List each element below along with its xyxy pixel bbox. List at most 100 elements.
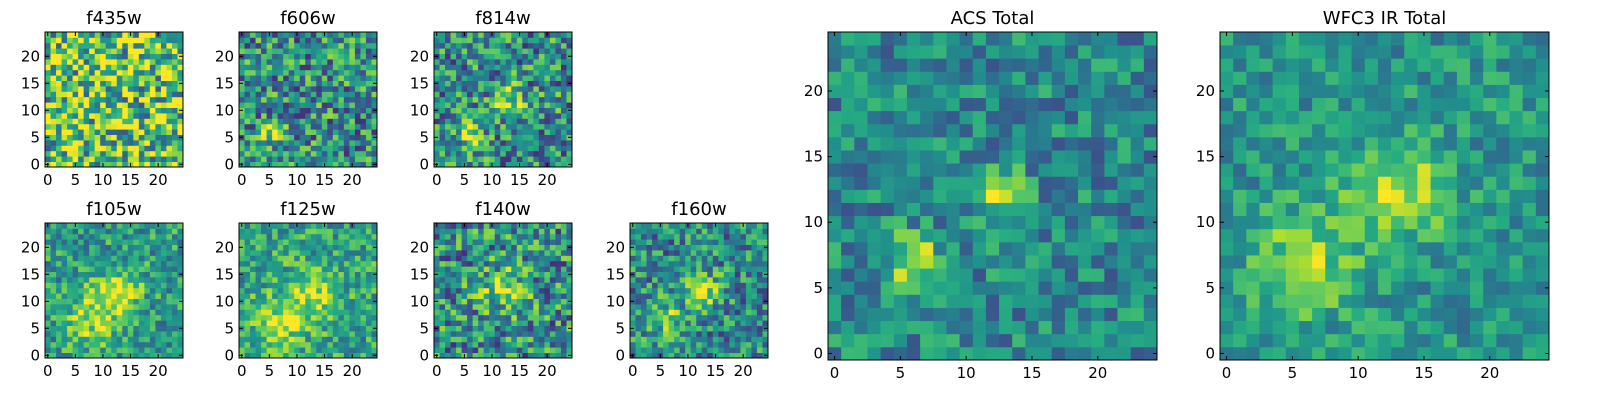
heatmap-cell [533,320,540,326]
heatmap-cell [354,145,361,152]
heatmap-cell [549,37,556,44]
heatmap-cell [734,320,741,326]
heatmap-cell [155,102,162,108]
heatmap-cell [566,293,573,299]
heatmap-cell [316,282,323,289]
heatmap-cell [434,309,440,316]
heatmap-cell [171,309,178,316]
heatmap-cell [321,293,328,299]
heatmap-cell [740,255,747,262]
heatmap-cell [138,102,145,108]
heatmap-cell [56,298,62,305]
heatmap-cell [445,347,451,353]
heatmap-cell [343,266,350,272]
heatmap-cell [67,331,73,337]
heatmap-cell [155,53,162,60]
heatmap-cell [105,69,112,76]
heatmap-cell [712,293,719,299]
heatmap-cell [538,75,545,81]
heatmap-cell [239,156,245,162]
heatmap-cell [533,250,540,256]
heatmap-cell [244,64,251,71]
heatmap-cell [177,239,184,245]
heatmap-cell [277,304,284,310]
heatmap-cell [321,287,328,294]
heatmap-cell [56,260,62,267]
heatmap-cell [332,129,339,135]
heatmap-cell [78,69,85,76]
heatmap-cell [527,239,534,245]
heatmap-cell [144,233,151,240]
heatmap-cell [122,107,129,114]
heatmap-cell [45,277,51,283]
heatmap-cell [522,113,529,119]
heatmap-cell [122,134,129,141]
heatmap-cell [83,91,90,98]
heatmap-cell [641,352,647,359]
heatmap-cell [144,37,151,44]
heatmap-cell [505,118,512,125]
heatmap-cell [294,314,301,321]
heatmap-cell [155,287,162,294]
heatmap-cell [272,341,279,348]
heatmap-cell [707,239,714,245]
heatmap-cell [555,271,562,278]
heatmap-cell [674,341,681,348]
heatmap-cell [105,347,112,353]
heatmap-cell [959,333,974,348]
heatmap-cell [663,271,670,278]
heatmap-cell [105,304,112,310]
heatmap-cell [138,255,145,262]
heatmap-cell [261,53,267,60]
heatmap-cell [305,69,312,76]
heatmap-cell [478,250,485,256]
heatmap-cell [511,293,518,299]
heatmap-cell [641,244,647,251]
heatmap-cell [299,69,306,76]
heatmap-cell [277,69,284,76]
heatmap-cell [56,233,62,240]
heatmap-cell [310,271,317,278]
heatmap-cell [450,282,457,289]
heatmap-cell [354,48,361,54]
heatmap-cell [740,239,747,245]
heatmap-cell [729,282,736,289]
heatmap-cell [266,156,273,162]
heatmap-cell [450,145,457,152]
heatmap-cell [461,250,468,256]
heatmap-cell [371,32,378,38]
heatmap-cell [349,102,356,108]
heatmap-cell [549,341,556,348]
y-tick-label: 10 [410,101,429,119]
heatmap-cell [533,75,540,81]
heatmap-cell [255,277,262,283]
heatmap-cell [494,320,501,326]
heatmap-cell [255,341,262,348]
heatmap-cell [489,260,496,267]
heatmap-cell [456,53,462,60]
heatmap-cell [707,244,714,251]
heatmap-cell [1025,333,1039,348]
heatmap-cell [652,223,658,229]
heatmap-cell [261,161,267,168]
heatmap-cell [299,156,306,162]
heatmap-cell [999,320,1013,335]
heatmap-cell [505,239,512,245]
heatmap-cell [516,309,523,316]
heatmap-cell [630,320,636,326]
heatmap-cell [244,53,251,60]
heatmap-cell [105,118,112,125]
heatmap-cell [434,341,440,348]
heatmap-cell [100,228,107,235]
heatmap-cell [1130,281,1145,295]
heatmap-cell [439,255,446,262]
heatmap-cell [472,118,479,125]
heatmap-cell [56,228,62,235]
heatmap-cell [266,298,273,305]
heatmap-cell [439,80,446,87]
heatmap-cell [332,107,339,114]
heatmap-cell [745,250,752,256]
heatmap-cell [111,59,118,65]
heatmap-cell [723,298,730,305]
